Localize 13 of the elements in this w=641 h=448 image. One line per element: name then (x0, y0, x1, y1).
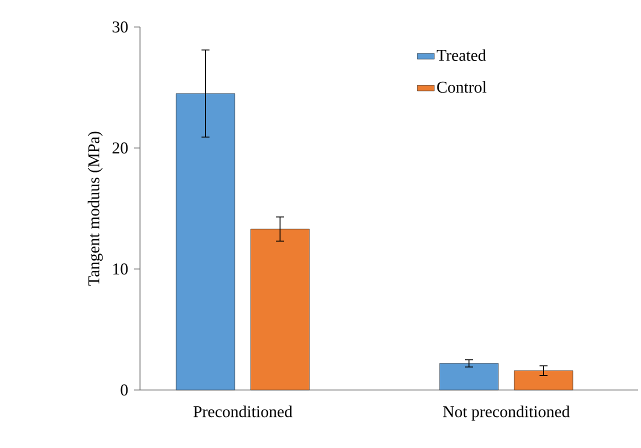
bar (176, 93, 236, 390)
x-tick-label: Preconditioned (193, 406, 292, 418)
x-tick-label: Not preconditioned (443, 406, 570, 421)
legend-label: Control (437, 81, 486, 93)
y-tick-label: 20 (112, 142, 128, 154)
y-axis-title: Tangent moduus (MPa) (88, 132, 103, 286)
bar (439, 363, 499, 390)
y-tick-label: 30 (112, 21, 128, 33)
legend-label: Treated (436, 49, 486, 61)
bar (250, 228, 310, 390)
bar (514, 370, 574, 390)
y-tick-label: 10 (113, 263, 128, 275)
y-tick-label: 0 (120, 384, 128, 396)
